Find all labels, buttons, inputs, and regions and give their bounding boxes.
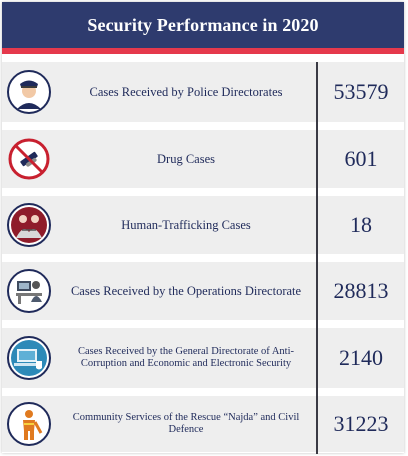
stat-value: 28813: [333, 278, 389, 303]
stat-label: Community Services of the Rescue “Najda”…: [72, 411, 300, 436]
stat-row-police: Cases Received by Police Directorates 53…: [2, 62, 404, 122]
stat-row-drugs: Drug Cases 601: [2, 130, 404, 188]
stat-value: 53579: [333, 79, 389, 104]
police-officer-icon: [6, 69, 52, 115]
stat-row-civil-defence: Community Services of the Rescue “Najda”…: [2, 396, 404, 452]
page-title: Security Performance in 2020: [87, 14, 319, 35]
stat-row-operations: Cases Received by the Operations Directo…: [2, 262, 404, 320]
rescue-worker-icon: [6, 401, 52, 447]
cyber-security-icon: [6, 335, 52, 381]
stat-row-trafficking: Human-Trafficking Cases 18: [2, 196, 404, 254]
stat-row-anti-corruption: Cases Received by the General Directorat…: [2, 328, 404, 388]
stat-value: 18: [350, 212, 372, 237]
security-performance-card: Security Performance in 2020 Cases Recei…: [2, 2, 404, 454]
human-trafficking-icon: [6, 202, 52, 248]
stat-label: Cases Received by the General Directorat…: [77, 345, 295, 370]
stat-label: Drug Cases: [157, 152, 215, 166]
operations-desk-icon: [6, 268, 52, 314]
stat-value: 601: [344, 146, 378, 171]
stat-value: 2140: [339, 345, 383, 370]
stat-label: Human-Trafficking Cases: [121, 218, 251, 232]
stat-value: 31223: [333, 411, 389, 436]
no-drugs-icon: [6, 136, 52, 182]
stat-label: Cases Received by Police Directorates: [89, 85, 283, 99]
column-divider: [316, 62, 318, 454]
header-bar: Security Performance in 2020: [2, 2, 404, 54]
stat-label: Cases Received by the Operations Directo…: [70, 284, 302, 298]
